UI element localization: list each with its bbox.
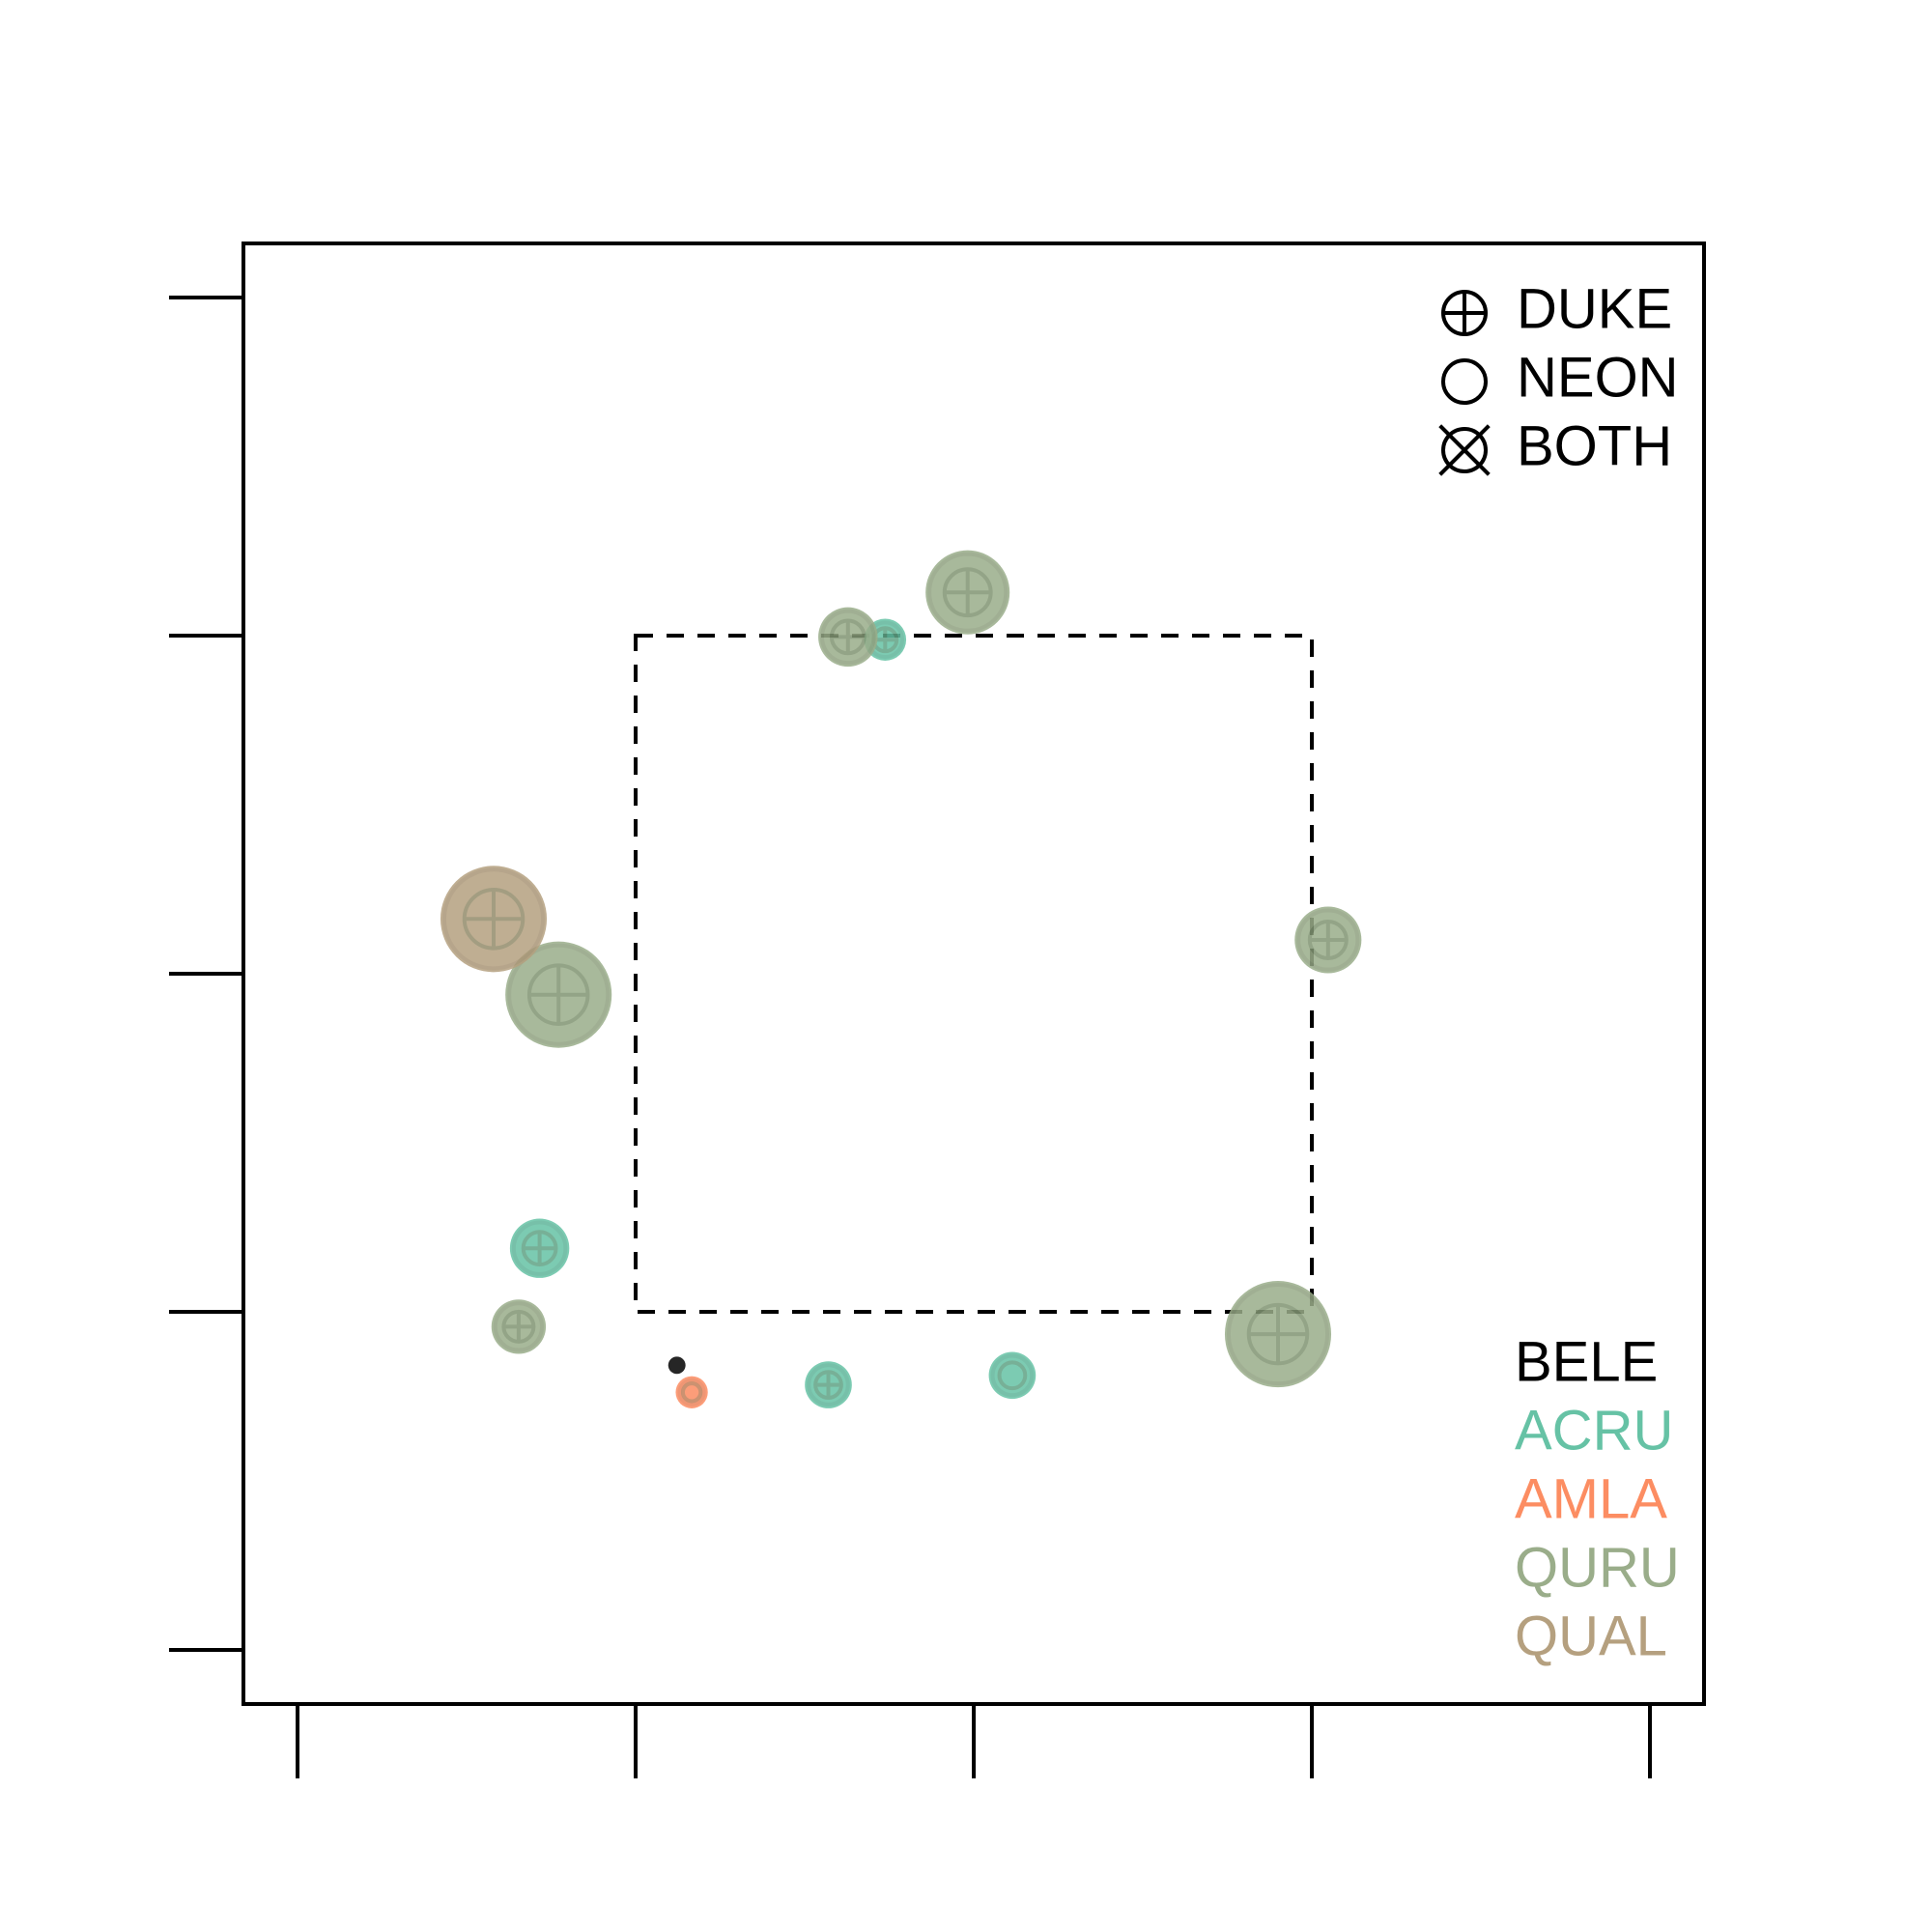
point-symbol: [462, 888, 526, 951]
symbol-ring: [680, 1381, 703, 1404]
point-symbol: [680, 1381, 703, 1404]
point-marker: [988, 1351, 1037, 1400]
point: [1224, 1281, 1332, 1388]
symbol-ring: [829, 618, 867, 656]
legend-label: QURU: [1515, 1536, 1680, 1599]
point: [1294, 906, 1362, 974]
point-marker: [675, 1376, 708, 1408]
point-outline: [990, 1353, 1035, 1398]
legend-label: BELE: [1515, 1330, 1658, 1393]
symbol-ring: [1441, 427, 1488, 473]
point-outline: [493, 1301, 545, 1352]
point-symbol: [997, 1360, 1028, 1391]
point-outline: [507, 943, 611, 1046]
point-marker: [440, 866, 548, 973]
point-outline: [927, 552, 1009, 633]
point-symbol: [942, 567, 993, 618]
symbol-ring: [462, 888, 526, 951]
point: [988, 1351, 1037, 1400]
legend-label: AMLA: [1515, 1467, 1667, 1530]
symbol-ring: [997, 1360, 1028, 1391]
point-outline: [441, 867, 546, 971]
symbol-cross: [1438, 424, 1491, 476]
symbol-ring: [1307, 919, 1349, 961]
legend-label: QUAL: [1515, 1605, 1667, 1667]
symbol-ring: [501, 1309, 536, 1344]
point: [505, 941, 612, 1048]
point-symbol: [521, 1230, 558, 1267]
point-outline: [677, 1378, 706, 1406]
point-symbol: [829, 618, 867, 656]
point-marker: [1224, 1281, 1332, 1388]
point-marker: [805, 1361, 852, 1408]
point-symbol: [501, 1309, 536, 1344]
point-outline: [1226, 1283, 1330, 1386]
point: [805, 1361, 852, 1408]
point-symbol: [813, 1370, 843, 1400]
point-marker: [668, 1356, 686, 1375]
legend-label: ACRU: [1515, 1399, 1673, 1462]
point-symbol: [526, 963, 590, 1026]
symbol-ring: [942, 567, 993, 618]
point-marker: [491, 1299, 547, 1354]
point-marker: [505, 941, 612, 1048]
point-outline: [1296, 908, 1360, 972]
symbol-ring: [1246, 1302, 1310, 1366]
point-marker: [818, 607, 878, 668]
symbol-ring: [521, 1230, 558, 1267]
point: [491, 1299, 547, 1354]
point: [668, 1356, 686, 1375]
point-symbol: [1246, 1302, 1310, 1366]
point: [440, 866, 548, 973]
point-outline: [511, 1220, 568, 1276]
legend-label: NEON: [1517, 346, 1679, 409]
point-outline: [820, 609, 876, 666]
point: [675, 1376, 708, 1408]
point: [925, 550, 1010, 635]
legend-label: DUKE: [1517, 277, 1672, 340]
point-symbol: [1307, 919, 1349, 961]
point-marker: [509, 1218, 570, 1278]
symbol-ring: [526, 963, 590, 1026]
symbol-ring: [1441, 358, 1488, 405]
point: [818, 607, 878, 668]
point-outline: [807, 1363, 850, 1406]
dashed-box: [634, 634, 1314, 1314]
symbol-ring: [813, 1370, 843, 1400]
point-marker: [1294, 906, 1362, 974]
legend-label: BOTH: [1517, 414, 1672, 477]
plot-frame: [242, 242, 1706, 1706]
point: [509, 1218, 570, 1278]
point-marker: [925, 550, 1010, 635]
